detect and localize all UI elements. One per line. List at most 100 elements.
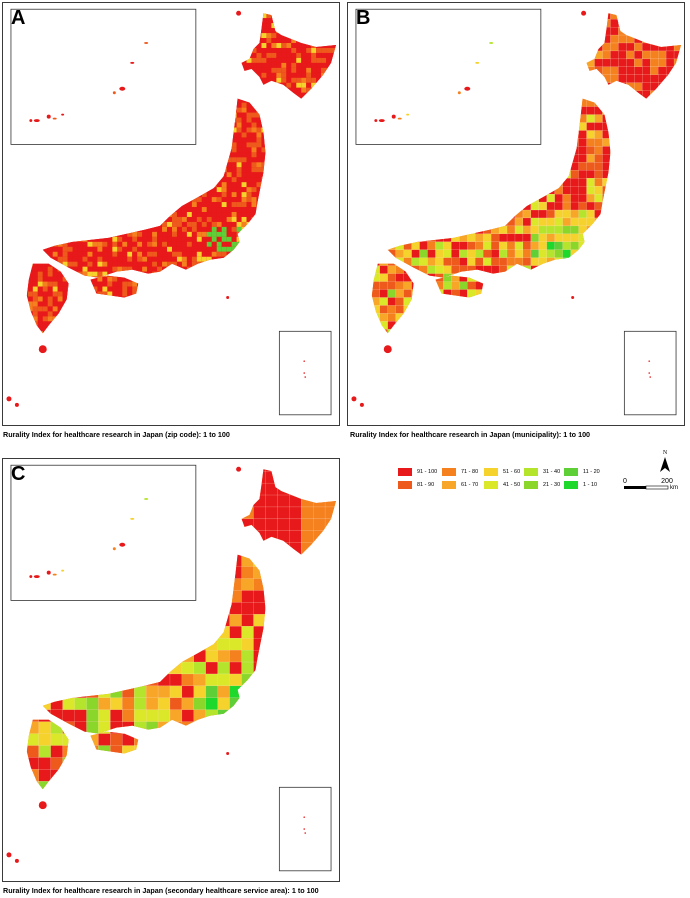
district-cell <box>147 326 153 332</box>
district-cell <box>167 23 172 29</box>
district-cell <box>47 321 53 327</box>
district-cell <box>142 47 148 53</box>
district-cell <box>142 18 148 24</box>
district-cell <box>122 236 128 242</box>
district-cell <box>301 47 307 53</box>
district-cell <box>291 92 297 98</box>
district-cell <box>236 266 242 272</box>
district-cell <box>336 118 339 123</box>
district-cell <box>147 57 153 63</box>
district-cell <box>72 212 78 217</box>
district-cell <box>176 62 182 68</box>
district-cell <box>27 301 33 307</box>
district-cell <box>336 128 339 133</box>
district-cell <box>201 157 207 163</box>
district-cell <box>301 212 307 217</box>
district-cell <box>8 177 13 182</box>
district-cell <box>8 267 13 272</box>
district-cell <box>226 177 232 183</box>
district-cell <box>26 147 28 153</box>
district-cell <box>246 67 252 73</box>
district-cell <box>117 167 123 173</box>
district-cell <box>281 192 287 198</box>
district-cell <box>167 112 172 118</box>
district-cell <box>311 67 317 73</box>
district-cell <box>266 331 272 334</box>
district-cell <box>321 361 326 366</box>
district-cell <box>112 226 118 232</box>
district-cell <box>176 38 182 44</box>
district-cell <box>172 346 177 351</box>
district-cell <box>142 212 148 217</box>
district-cell <box>211 13 217 19</box>
district-cell <box>206 177 212 183</box>
district-cell <box>286 107 292 113</box>
district-cell <box>306 172 312 178</box>
district-cell <box>306 216 312 222</box>
district-cell <box>236 28 242 34</box>
district-cell <box>77 231 83 237</box>
district-cell <box>226 102 232 108</box>
district-cell <box>196 271 202 277</box>
district-cell <box>18 167 23 172</box>
district-cell <box>261 77 267 83</box>
district-cell <box>102 301 108 307</box>
district-cell <box>206 122 212 128</box>
district-cell <box>3 287 8 292</box>
district-cell <box>142 147 148 153</box>
district-cell <box>171 331 177 334</box>
district-cell <box>13 118 18 123</box>
district-cell <box>316 187 322 193</box>
district-cell <box>82 271 88 277</box>
district-cell <box>67 38 73 44</box>
district-cell <box>331 157 337 163</box>
district-cell <box>62 152 68 158</box>
district-cell <box>186 122 192 128</box>
district-cell <box>336 252 339 257</box>
district-cell <box>211 226 217 232</box>
district-cell <box>8 341 13 346</box>
district-cell <box>167 102 172 108</box>
district-cell <box>236 177 242 183</box>
district-cell <box>321 137 327 143</box>
district-cell <box>147 321 153 327</box>
district-cell <box>201 231 207 237</box>
district-cell <box>67 207 73 213</box>
district-cell <box>18 118 23 123</box>
district-cell <box>72 271 78 277</box>
district-cell <box>132 356 137 361</box>
district-cell <box>132 241 138 247</box>
district-cell <box>196 182 202 188</box>
district-cell <box>97 122 103 128</box>
district-cell <box>211 43 217 48</box>
district-cell <box>132 77 138 83</box>
district-cell <box>186 207 192 213</box>
district-cell <box>87 356 92 361</box>
district-cell <box>241 306 247 312</box>
district-cell <box>97 23 103 29</box>
district-cell <box>18 177 23 182</box>
district-cell <box>27 187 33 193</box>
district-cell <box>291 62 297 68</box>
district-cell <box>8 142 13 147</box>
district-cell <box>92 366 97 371</box>
district-cell <box>276 52 282 58</box>
district-cell <box>112 13 118 19</box>
district-cell <box>266 107 272 113</box>
district-cell <box>26 271 28 277</box>
district-cell <box>271 62 277 68</box>
district-cell <box>137 43 143 48</box>
district-cell <box>336 53 339 58</box>
district-cell <box>221 261 227 267</box>
district-cell <box>251 157 257 163</box>
district-cell <box>306 57 312 63</box>
district-cell <box>52 246 58 252</box>
district-cell <box>57 207 63 213</box>
district-cell <box>276 38 282 44</box>
district-cell <box>196 52 202 58</box>
district-cell <box>181 97 187 103</box>
district-cell <box>276 246 282 252</box>
district-cell <box>52 187 58 193</box>
district-cell <box>122 366 127 371</box>
district-cell <box>321 122 327 128</box>
